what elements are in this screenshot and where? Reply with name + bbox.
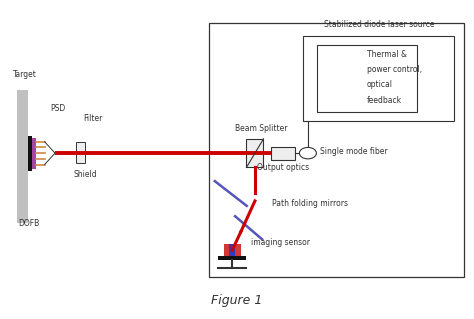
- Text: Figure 1: Figure 1: [211, 294, 263, 307]
- Text: Thermal &: Thermal &: [367, 50, 407, 59]
- Text: Single mode fiber: Single mode fiber: [319, 147, 387, 156]
- Bar: [271, 147, 295, 160]
- Text: optical: optical: [367, 80, 393, 89]
- Text: power control,: power control,: [367, 65, 422, 74]
- Text: Shield: Shield: [74, 170, 98, 179]
- Text: Filter: Filter: [83, 114, 103, 123]
- Text: Target: Target: [12, 70, 36, 78]
- Bar: [27, 136, 32, 171]
- Text: imaging sensor: imaging sensor: [251, 238, 310, 247]
- Bar: [318, 45, 417, 112]
- Bar: [209, 23, 464, 277]
- Bar: [229, 244, 235, 256]
- Bar: [218, 256, 246, 260]
- Bar: [235, 244, 241, 256]
- Text: PSD: PSD: [50, 104, 65, 114]
- Bar: [32, 138, 36, 169]
- Text: Stabilized diode laser source: Stabilized diode laser source: [324, 20, 434, 29]
- Text: feedback: feedback: [367, 96, 402, 105]
- Bar: [224, 244, 229, 256]
- Text: Output optics: Output optics: [257, 163, 310, 172]
- Bar: [76, 142, 85, 163]
- Text: DOFB: DOFB: [18, 219, 40, 228]
- Bar: [303, 36, 455, 122]
- Polygon shape: [246, 139, 264, 167]
- Text: Path folding mirrors: Path folding mirrors: [273, 199, 348, 208]
- Text: Beam Splitter: Beam Splitter: [235, 123, 287, 132]
- Bar: [17, 90, 27, 223]
